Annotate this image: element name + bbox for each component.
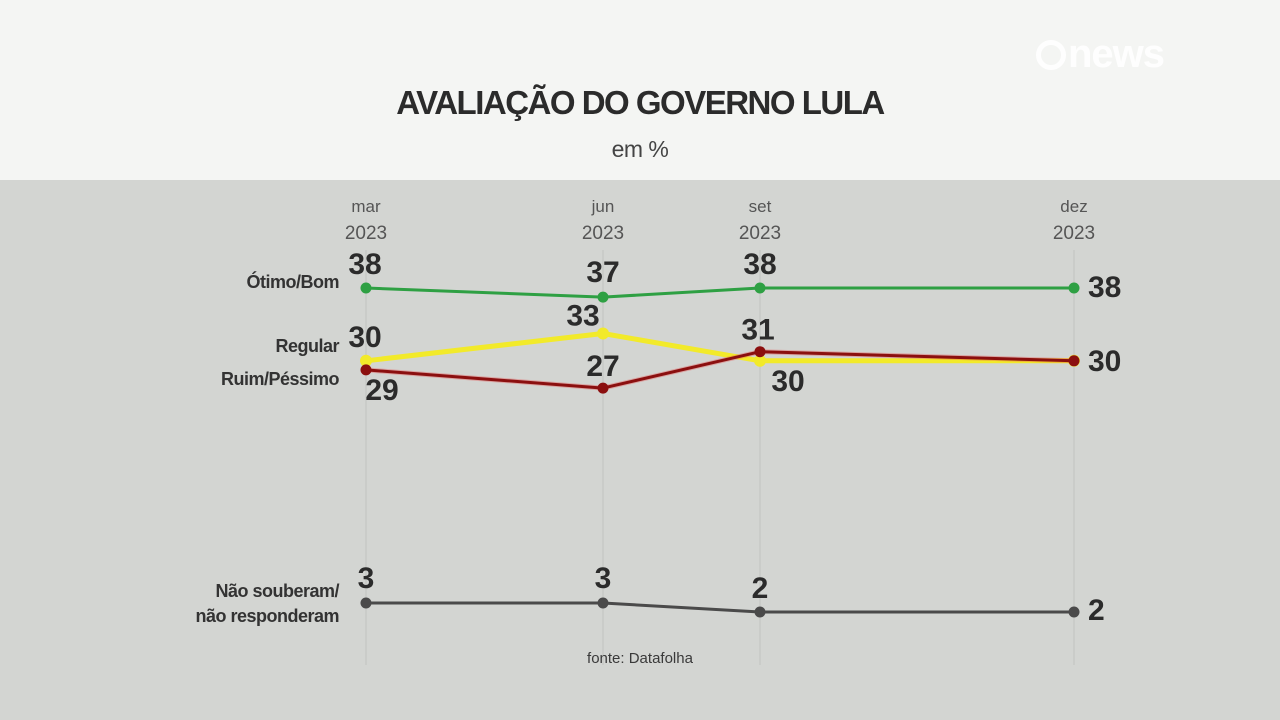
data-point [1068,282,1080,294]
data-label: 30 [771,365,804,398]
x-tick-month: mar [351,197,381,216]
data-point [754,282,766,294]
series-line [365,286,1074,299]
x-tick-year: 2023 [582,223,624,244]
source-note: fonte: Datafolha [587,650,693,667]
data-point [754,346,766,358]
chart-title: AVALIAÇÃO DO GOVERNO LULA [396,84,885,121]
x-tick-month: jun [591,197,615,216]
data-point [754,354,766,367]
data-label: 3 [358,562,375,595]
chart-subtitle: em % [611,136,669,162]
data-point [597,327,609,340]
data-point [360,364,372,376]
data-point [360,282,372,294]
series-line [366,601,1074,614]
series-line [365,350,1075,390]
data-label: 2 [1088,594,1105,627]
chart-header: AVALIAÇÃO DO GOVERNO LULA em % news [0,0,1280,180]
data-label: 38 [1088,271,1121,304]
data-label: 38 [348,248,381,281]
data-label: 33 [566,300,599,333]
data-label: 37 [586,256,619,289]
data-label: 38 [743,248,776,281]
series-line [365,331,1074,364]
series-name-label: não responderam [195,606,339,626]
series-name-label: Ótimo/Bom [247,271,340,292]
data-point [360,354,372,367]
series-name-label: Regular [275,336,339,356]
data-label: 2 [752,572,769,605]
broadcaster-logo: news [1036,32,1165,77]
globo-g-icon [1036,40,1066,70]
x-tick-year: 2023 [345,223,387,244]
data-point [360,597,372,609]
x-tick-year: 2023 [1053,223,1095,244]
data-label: 30 [348,321,381,354]
x-tick-year: 2023 [739,223,781,244]
data-label: 27 [586,350,619,383]
data-point [597,597,609,609]
data-point [1068,606,1080,618]
data-point [754,606,766,618]
series-name-label: Ruim/Péssimo [221,369,340,389]
data-label: 31 [741,314,774,347]
logo-text: news [1068,32,1165,76]
data-point [597,382,609,394]
x-tick-month: set [749,197,772,216]
data-label: 3 [595,562,612,595]
data-point [597,291,609,303]
data-label: 29 [365,374,398,407]
series-name-label: Não souberam/ [215,581,339,601]
data-point [1068,355,1080,367]
data-label: 30 [1088,345,1121,378]
x-tick-month: dez [1060,197,1087,216]
